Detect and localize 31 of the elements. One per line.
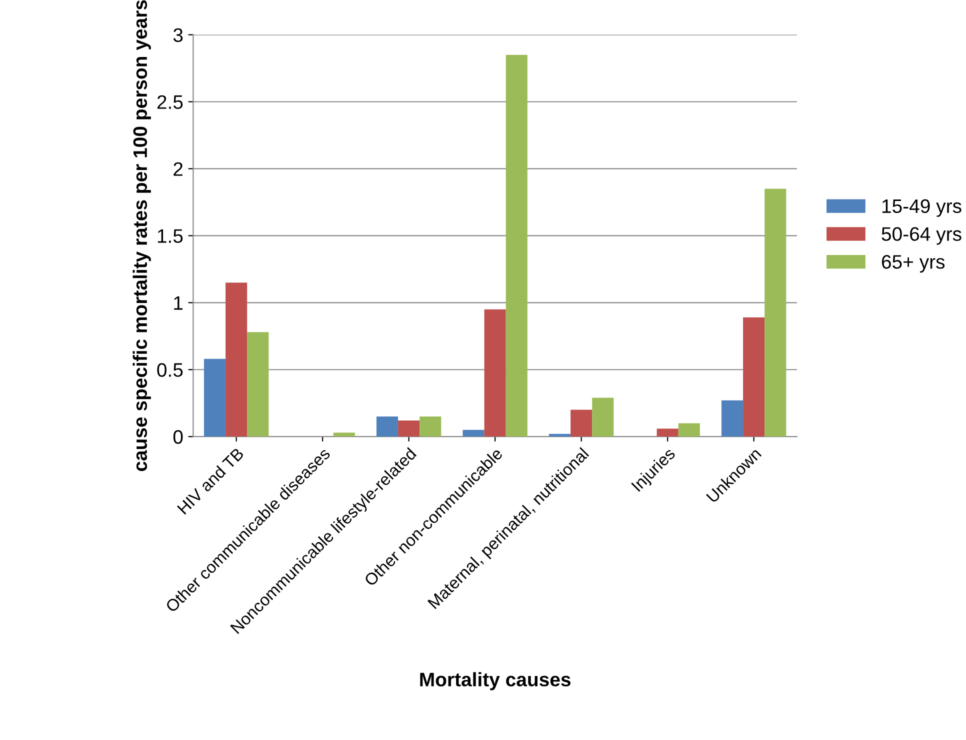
y-tick-label: 2.5 [157, 95, 183, 109]
bar [548, 434, 571, 437]
bar [420, 416, 442, 437]
y-tick-label: 2 [174, 162, 183, 176]
y-tick-label: 0 [173, 430, 183, 444]
y-axis-title: cause specific mortality rates per 100 person years [132, 0, 151, 472]
x-axis-title: Mortality causes [420, 672, 570, 690]
bar [226, 282, 248, 437]
y-tick-label: 3 [173, 28, 183, 42]
bar [721, 400, 744, 437]
bar [462, 430, 484, 437]
bar [743, 317, 765, 437]
bar [506, 54, 528, 437]
bar [592, 398, 614, 437]
y-tick-label: 0.5 [157, 363, 183, 377]
bar [656, 428, 678, 437]
bar [484, 309, 506, 437]
x-tick-label: HIV and TB [176, 446, 244, 515]
bar [398, 420, 420, 437]
y-tick-label: 1.5 [158, 229, 183, 243]
bar [204, 358, 226, 437]
bar [376, 416, 398, 437]
legend-label: 15-49 yrs [882, 199, 962, 217]
bar [764, 188, 786, 437]
bar [678, 423, 700, 437]
bar [333, 432, 355, 437]
bar [247, 332, 269, 437]
bar [570, 410, 592, 437]
legend-label: 65+ yrs [882, 254, 945, 273]
y-tick-label: 1 [174, 296, 183, 310]
legend-label: 50-64 yrs [882, 227, 962, 245]
